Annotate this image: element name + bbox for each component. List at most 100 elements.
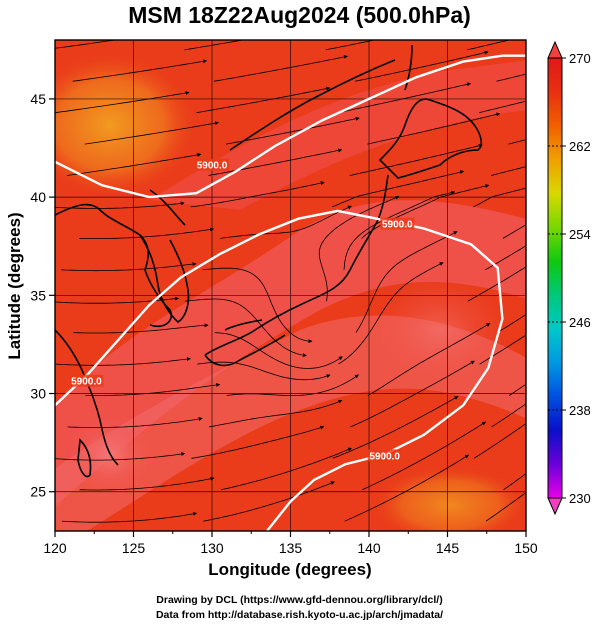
northern-band [150, 60, 526, 210]
wind-streamline [220, 205, 352, 239]
contour-label-bg [380, 217, 415, 230]
y-tick-label: 45 [30, 91, 46, 107]
contour-label-bg [69, 374, 104, 387]
wind-streamline [61, 262, 197, 272]
colorbar-max-arrow [547, 40, 563, 59]
y-axis-ticks: 25 30 35 40 45 [30, 91, 55, 500]
ridge-band [55, 200, 526, 507]
wind-streamline [479, 100, 526, 114]
coastlines [55, 44, 482, 478]
colorbar-tick-label: 246 [569, 315, 591, 330]
map-field: 5900.0 5900.0 5900.0 5900.0 [55, 40, 526, 531]
wind-streamline [473, 187, 526, 208]
x-tick-label: 120 [43, 540, 67, 556]
colorbar-tick-label: 254 [569, 227, 591, 242]
wind-streamline [208, 399, 343, 428]
wind-streamline [362, 421, 487, 491]
wind-streamline [490, 166, 526, 176]
wind-streamline [208, 148, 343, 176]
wind-streamline [214, 332, 343, 369]
warm-blob-east [370, 275, 510, 385]
wind-streamline [355, 50, 489, 82]
coast-hokkaido [378, 98, 482, 179]
wind-streamline [491, 403, 526, 428]
wind-streamline [473, 423, 526, 459]
wind-streamline [502, 224, 526, 239]
wind-streamline [325, 40, 377, 51]
wind-streamline [331, 170, 465, 208]
wind-streamline [467, 40, 511, 51]
footer-credit-data: Data from http://database.rish.kyoto-u.a… [155, 609, 444, 621]
wind-streamline [497, 314, 526, 333]
x-tick-label: 125 [122, 540, 146, 556]
height-contour-line [55, 54, 526, 199]
wind-streamline [72, 59, 208, 82]
colorbar-tick-label: 270 [569, 51, 591, 66]
contour-label: 5900.0 [71, 377, 102, 388]
wind-streamline [337, 82, 472, 114]
x-tick-label: 135 [279, 540, 303, 556]
x-tick-label: 145 [436, 540, 460, 556]
contour-label: 5900.0 [197, 161, 228, 172]
wind-streamline [338, 262, 444, 365]
contour-label-bg [367, 449, 402, 462]
footer-credit-drawing: Drawing by DCL (https://www.gfd-dennou.o… [156, 594, 443, 606]
wind-streamline [467, 266, 526, 302]
wind-streamline [349, 143, 483, 176]
wind-streamline [213, 55, 348, 82]
wind-streamline [355, 231, 458, 333]
wind-streamline [496, 73, 526, 82]
colorbar-tick-label: 238 [569, 403, 591, 418]
y-tick-label: 25 [30, 484, 46, 500]
wind-streamline [508, 139, 526, 145]
wind-streamline [203, 481, 335, 522]
wind-streamline [343, 190, 456, 270]
wind-streamlines [55, 40, 526, 523]
coast-east-china [55, 329, 119, 466]
wind-streamline [485, 491, 526, 522]
chart-title: MSM 18Z22Aug2024 (500.0hPa) [128, 2, 471, 28]
wind-streamline [55, 91, 190, 114]
contour-label: 5900.0 [369, 451, 400, 462]
x-axis-ticks: 120 125 130 135 140 145 150 [43, 531, 538, 556]
wind-streamline [62, 511, 198, 523]
coast-sakhalin [404, 44, 413, 91]
wind-streamline [196, 86, 331, 114]
wind-streamline [190, 181, 325, 208]
x-tick-label: 130 [200, 540, 224, 556]
y-tick-label: 35 [30, 287, 46, 303]
coast-taiwan [77, 438, 92, 478]
contour-labels: 5900.0 5900.0 5900.0 5900.0 [69, 158, 415, 462]
coast-russia-east [229, 59, 396, 151]
wind-streamline [79, 227, 215, 239]
y-tick-label: 30 [30, 386, 46, 402]
wind-streamline [350, 360, 475, 428]
wind-streamline [79, 476, 215, 491]
colorbar-ticks: 270 262 254 246 238 230 [548, 51, 591, 506]
lat-lon-grid [55, 40, 526, 531]
wind-streamline [85, 383, 221, 396]
wind-streamline [67, 152, 202, 176]
colorbar: 270 262 254 246 238 230 [547, 40, 591, 516]
coast-shikoku-kyushu [204, 319, 286, 367]
wind-streamline [225, 116, 360, 145]
colorbar-scale [547, 57, 563, 499]
wind-streamline [226, 374, 359, 397]
colorbar-tick-label: 230 [569, 491, 591, 506]
contour-label: 5900.0 [382, 220, 413, 231]
colorbar-tick-label: 262 [569, 139, 591, 154]
wind-streamline [367, 112, 501, 145]
wind-streamline [55, 357, 191, 366]
wind-streamline [318, 195, 400, 302]
wind-streamline [191, 425, 325, 459]
height-contour-line [55, 209, 504, 531]
wind-streamline [185, 298, 307, 358]
wind-streamline [67, 417, 203, 428]
coast-honshu [204, 174, 389, 356]
x-tick-label: 140 [357, 540, 381, 556]
wind-streamline [344, 454, 470, 522]
cool-pocket-northwest [55, 50, 200, 200]
wind-streamline [508, 383, 526, 396]
wind-streamline [332, 396, 459, 459]
